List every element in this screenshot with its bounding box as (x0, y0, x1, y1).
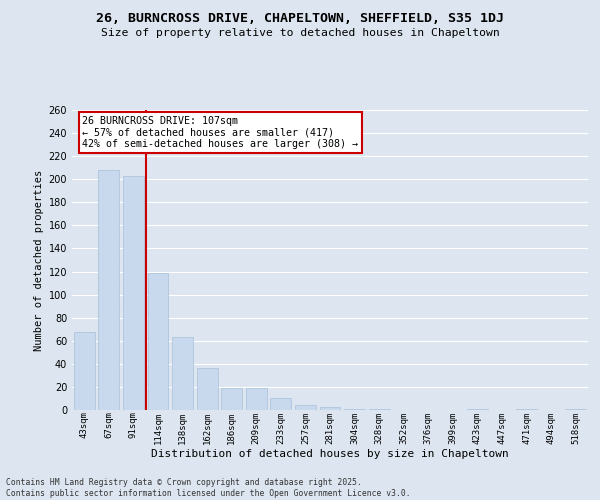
Bar (148, 272, 169, 410)
Text: 26 BURNCROSS DRIVE: 107sqm
← 57% of detached houses are smaller (417)
42% of sem: 26 BURNCROSS DRIVE: 107sqm ← 57% of deta… (82, 116, 358, 149)
Bar (98, 170, 119, 410)
Bar (197, 368, 218, 410)
Bar (271, 398, 292, 410)
Y-axis label: Number of detached properties: Number of detached properties (34, 170, 44, 350)
Bar (246, 388, 267, 410)
Bar (172, 338, 193, 410)
X-axis label: Distribution of detached houses by size in Chapeltown: Distribution of detached houses by size … (151, 449, 509, 459)
Bar (467, 409, 488, 410)
Bar (368, 409, 389, 410)
Bar (74, 332, 95, 410)
Bar (295, 406, 316, 410)
Text: Contains HM Land Registry data © Crown copyright and database right 2025.
Contai: Contains HM Land Registry data © Crown c… (6, 478, 410, 498)
Bar (565, 409, 586, 410)
Text: Size of property relative to detached houses in Chapeltown: Size of property relative to detached ho… (101, 28, 499, 38)
Bar (221, 388, 242, 410)
Text: 26, BURNCROSS DRIVE, CHAPELTOWN, SHEFFIELD, S35 1DJ: 26, BURNCROSS DRIVE, CHAPELTOWN, SHEFFIE… (96, 12, 504, 26)
Bar (344, 409, 365, 410)
Bar (123, 176, 144, 410)
Bar (516, 409, 537, 410)
Bar (320, 406, 340, 410)
